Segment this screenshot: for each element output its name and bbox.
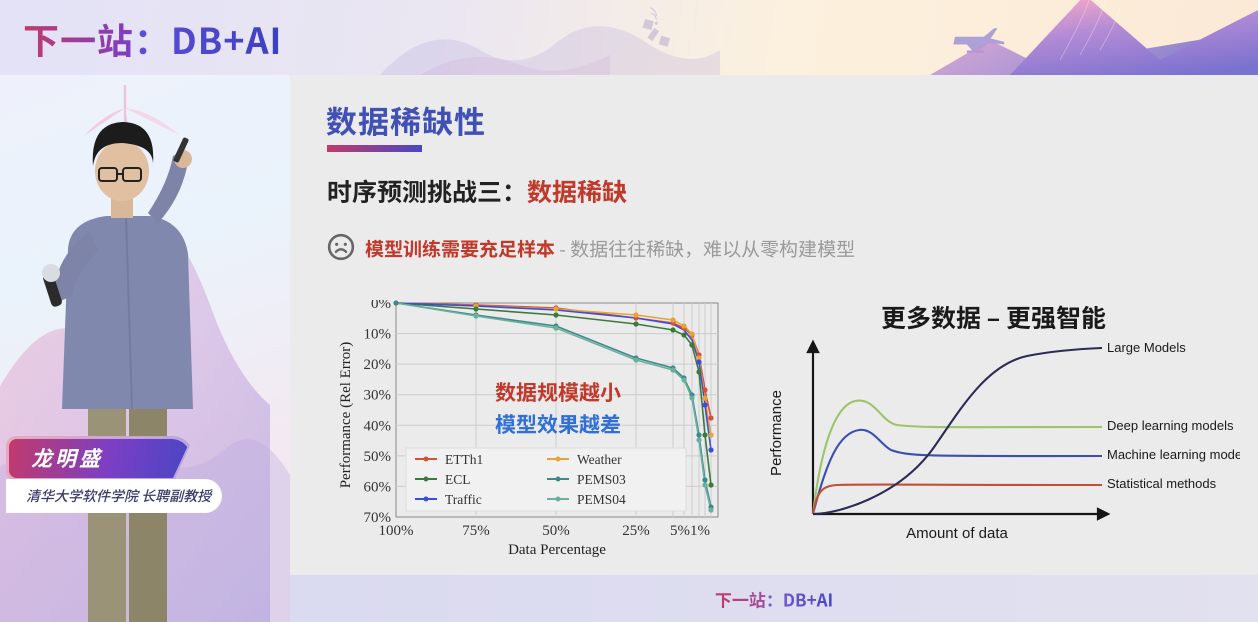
svg-text:更多数据 – 更强智能: 更多数据 – 更强智能 [881, 300, 1106, 335]
svg-text:5%1%: 5%1% [670, 523, 710, 539]
svg-text:50%: 50% [364, 449, 392, 465]
svg-text:25%: 25% [622, 523, 650, 539]
svg-text:Traffic: Traffic [445, 492, 482, 507]
svg-text:Amount of data: Amount of data [906, 525, 1008, 542]
svg-text:75%: 75% [462, 523, 490, 539]
svg-text:40%: 40% [364, 418, 392, 434]
svg-text:Performance: Performance [768, 390, 785, 476]
svg-text:Statistical methods: Statistical methods [1107, 476, 1217, 491]
svg-text:Deep learning models: Deep learning models [1107, 418, 1234, 433]
svg-text:0%: 0% [371, 300, 391, 312]
svg-text:Performance (Rel Error): Performance (Rel Error) [338, 342, 354, 489]
svg-text:PEMS03: PEMS03 [577, 472, 626, 487]
svg-text:20%: 20% [364, 357, 392, 373]
svg-text:Large Models: Large Models [1107, 340, 1186, 355]
svg-text:30%: 30% [364, 388, 392, 404]
svg-text:Data Percentage: Data Percentage [508, 542, 606, 558]
svg-text:100%: 100% [379, 523, 414, 539]
svg-text:10%: 10% [364, 327, 392, 343]
svg-text:模型效果越差: 模型效果越差 [495, 409, 621, 439]
svg-text:数据规模越小: 数据规模越小 [495, 377, 621, 407]
svg-text:Machine learning models: Machine learning models [1107, 447, 1240, 462]
svg-text:Weather: Weather [577, 452, 622, 467]
svg-text:ECL: ECL [445, 472, 471, 487]
svg-text:ETTh1: ETTh1 [445, 452, 483, 467]
svg-text:PEMS04: PEMS04 [577, 492, 626, 507]
svg-text:60%: 60% [364, 479, 392, 495]
svg-text:50%: 50% [542, 523, 570, 539]
